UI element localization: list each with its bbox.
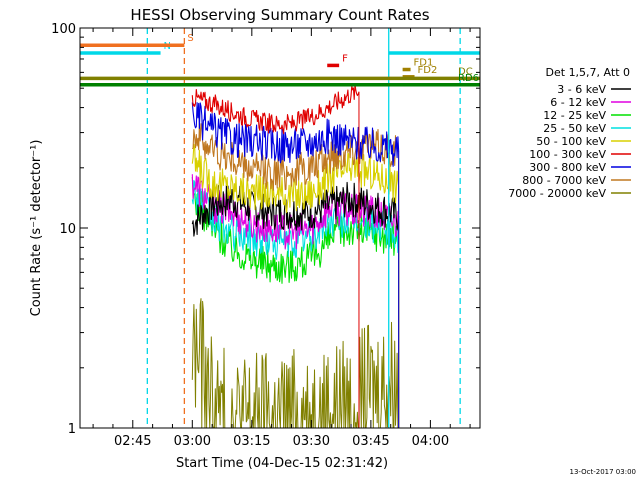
- legend-entry-label: 7000 - 20000 keV: [508, 187, 606, 200]
- x-tick-label: 02:45: [114, 434, 151, 449]
- x-tick-label: 04:00: [412, 434, 449, 449]
- flag-label-fd2: FD2: [418, 65, 438, 76]
- flag-label-rd6: RD6: [458, 73, 479, 84]
- y-axis-label: Count Rate (s⁻¹ detector⁻¹): [29, 140, 44, 317]
- flag-label-fd1: FD1: [414, 58, 434, 69]
- chart-title: HESSI Observing Summary Count Rates: [130, 6, 429, 24]
- x-axis-label: Start Time (04-Dec-15 02:31:42): [176, 456, 388, 471]
- legend-entry-label: 100 - 300 keV: [529, 148, 606, 161]
- y-tick-label: 10: [59, 222, 76, 237]
- legend-entry-label: 12 - 25 keV: [543, 109, 606, 122]
- flag-label-dc: DC: [458, 66, 473, 77]
- series-line-50to100keV: [191, 143, 400, 214]
- legend-entry-label: 25 - 50 keV: [543, 122, 606, 135]
- legend-entry-label: 300 - 800 keV: [529, 161, 606, 174]
- legend-header: Det 1,5,7, Att 0: [546, 66, 630, 79]
- series-line-800to7000keV: [191, 123, 400, 191]
- y-tick-label: 100: [51, 22, 76, 37]
- x-tick-label: 03:00: [174, 434, 211, 449]
- legend-entry-label: 800 - 7000 keV: [522, 174, 606, 187]
- flag-label-f: F: [342, 53, 348, 64]
- footer-date: 13-Oct-2017 03:00: [570, 468, 636, 476]
- series-line-100to300keV: [191, 83, 360, 135]
- legend-entry-label: 6 - 12 keV: [550, 96, 606, 109]
- x-tick-label: 03:15: [233, 434, 270, 449]
- x-tick-label: 03:30: [293, 434, 330, 449]
- legend-entry-label: 3 - 6 keV: [557, 83, 606, 96]
- y-tick-label: 1: [68, 422, 76, 437]
- x-tick-label: 03:45: [352, 434, 389, 449]
- series-line-3to6keV: [191, 181, 400, 237]
- legend-entry-label: 50 - 100 keV: [536, 135, 606, 148]
- flag-label-s: S: [187, 33, 193, 44]
